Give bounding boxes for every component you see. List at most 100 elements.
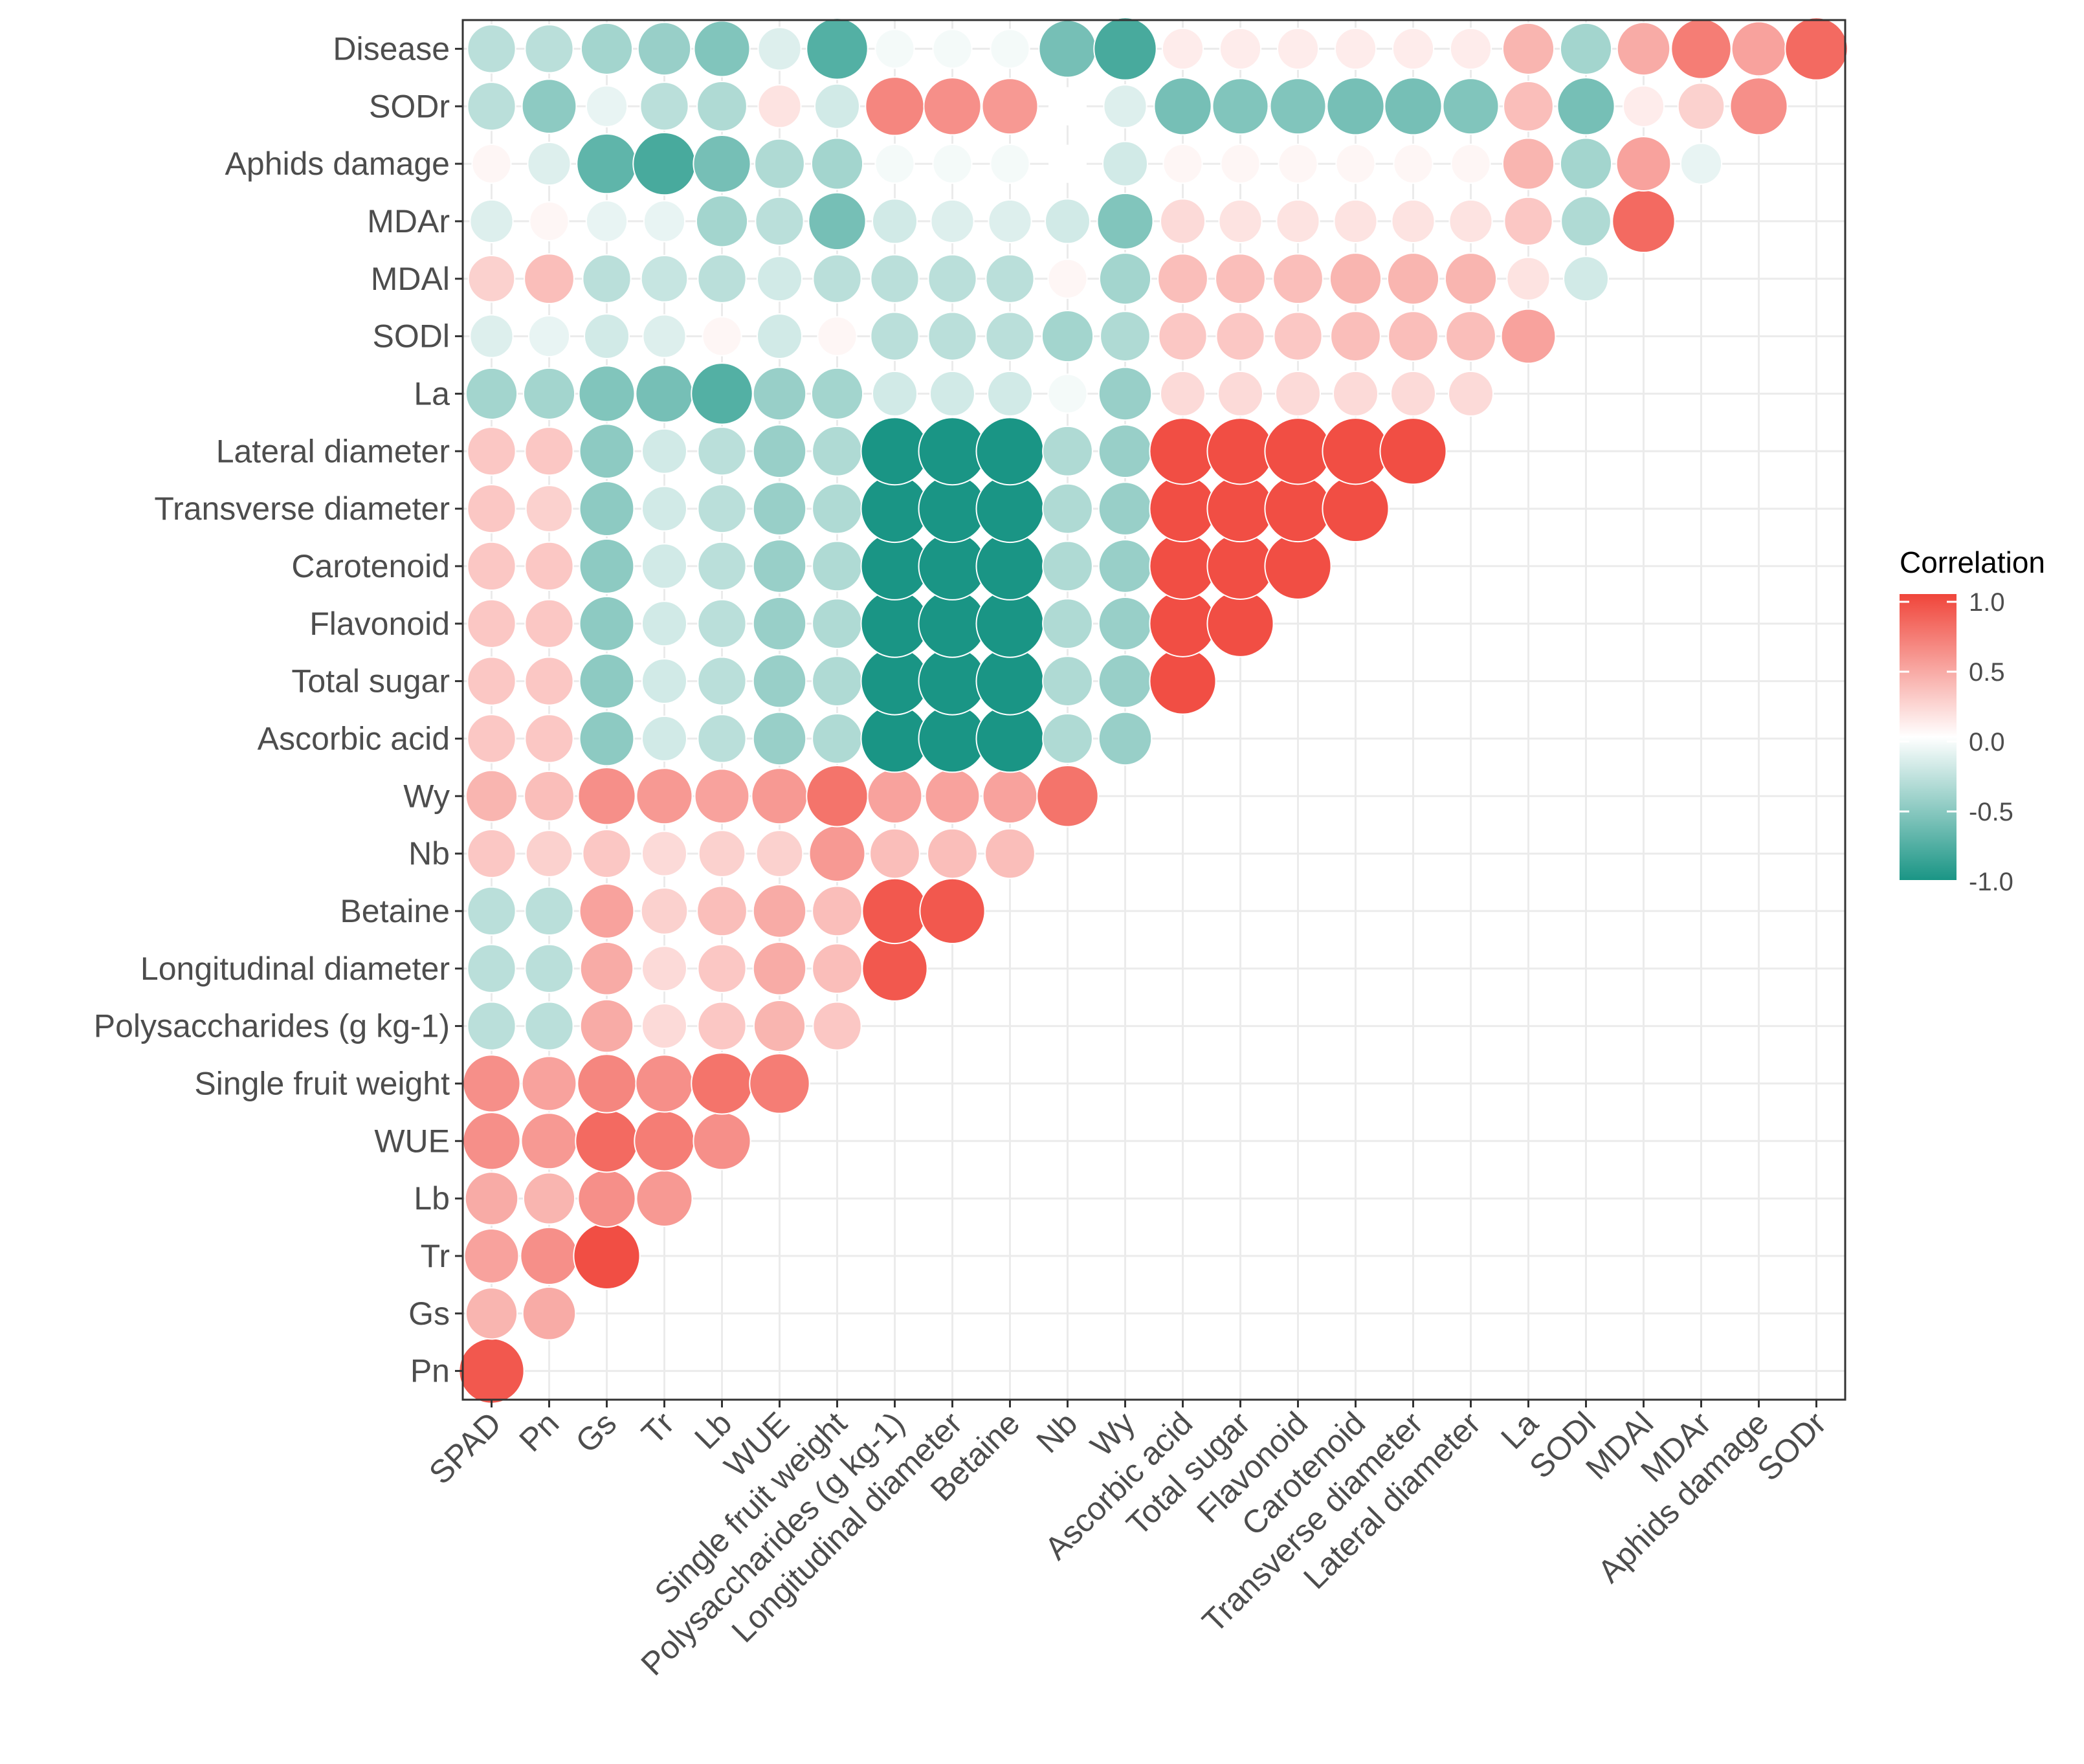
corr-circle-total-sugar-gs [579,653,635,709]
corr-circle-sodr-nb [1048,87,1087,126]
corr-circle-single-fruit-weight-lb [691,1052,753,1115]
corr-circle-wy-spad [465,769,518,822]
corr-circle-sodl-pn [527,314,571,358]
corr-circle-sodr-longitudinal-diameter [923,77,982,136]
corr-circle-total-sugar-single-fruit-weight [812,656,863,707]
corr-circle-aphids-damage-ascorbic-acid [1162,143,1203,184]
corr-circle-sodl-flavonoid [1273,311,1323,361]
corr-circle-la-pn [522,367,576,421]
corr-circle-wy-gs [577,767,636,826]
corr-circle-flavonoid-total-sugar [1206,590,1274,657]
corr-circle-mdal-flavonoid [1272,253,1324,305]
corr-circle-single-fruit-weight-wue [749,1053,810,1114]
corr-circle-sodr-sodl [1557,77,1615,136]
corr-circle-sodl-la [1500,308,1557,364]
corr-circle-sodr-total-sugar [1212,78,1269,135]
corr-circle-lateral-diameter-lb [697,426,747,476]
corr-circle-ascorbic-acid-gs [579,711,635,767]
legend-tick-label: 0.0 [1969,728,2005,756]
legend: Correlation 1.0 0.5 0.0 -0.5 -1.0 [1900,546,2045,896]
corr-circle-transverse-diameter-carotenoid [1322,475,1390,543]
corr-circle-mdal-sodl [1563,256,1609,302]
corr-circle-la-tr [635,364,694,423]
corr-circle-nb-spad [467,828,516,879]
corr-circle-disease-betaine [990,28,1030,69]
y-tick-label: Wy [403,778,450,814]
corr-circle-aphids-damage-mdar [1679,142,1723,185]
y-tick-label: Aphids damage [225,146,450,182]
corr-circle-flavonoid-single-fruit-weight [812,598,863,650]
corr-circle-flavonoid-nb [1042,598,1093,650]
corr-circle-mdar-transverse-diameter [1391,199,1436,244]
corr-circle-pn-spad [458,1338,525,1404]
corr-circle-mdar-flavonoid [1276,199,1320,244]
corr-circle-aphids-damage-carotenoid [1335,143,1376,184]
corr-circle-mdal-longitudinal-diameter [927,254,977,303]
corr-circle-mdal-transverse-diameter [1386,252,1440,305]
corr-circle-wy-single-fruit-weight [806,765,869,828]
corr-circle-tr-spad [463,1228,520,1284]
corr-circle-aphids-damage-polysaccharides-g-kg-1- [874,143,915,184]
corr-circle-flavonoid-tr [641,601,687,647]
corr-circle-disease-wue [757,27,802,71]
corr-circle-lateral-diameter-spad [467,426,516,476]
corr-circle-la-carotenoid [1333,370,1379,417]
corr-circle-la-transverse-diameter [1390,370,1436,417]
corr-circle-ascorbic-acid-wue [752,711,807,766]
corr-circle-disease-transverse-diameter [1391,27,1435,71]
corr-circle-flavonoid-ascorbic-acid [1149,590,1217,657]
corr-circle-sodl-lb [702,316,742,357]
corr-circle-ascorbic-acid-single-fruit-weight [812,713,863,764]
corr-circle-mdal-wy [1098,252,1152,305]
corr-circle-total-sugar-wy [1098,654,1153,709]
corr-circle-wy-lb [694,768,750,824]
corr-circle-total-sugar-pn [524,656,574,706]
corr-circle-lateral-diameter-nb [1042,425,1093,477]
corr-circle-la-total-sugar [1217,370,1263,417]
corr-circle-mdar-pn [529,201,570,242]
y-tick-label: Flavonoid [309,606,450,642]
y-tick-label: Pn [410,1353,450,1389]
corr-circle-disease-la [1502,22,1555,76]
corr-circle-aphids-damage-wue [754,138,805,190]
corr-circle-sodl-single-fruit-weight [817,316,858,357]
corr-circle-aphids-damage-nb [1048,144,1087,183]
corr-circle-sodl-lateral-diameter [1445,311,1496,362]
corr-circle-longitudinal-diameter-spad [467,943,516,993]
corr-circle-mdal-tr [640,254,689,303]
corr-circle-lateral-diameter-tr [641,428,687,474]
corr-circle-disease-sodl [1559,22,1613,76]
corr-circle-carotenoid-tr [641,543,687,590]
corr-circle-sodl-betaine [985,311,1035,361]
corr-circle-aphids-damage-wy [1102,140,1148,187]
corr-circle-aphids-damage-transverse-diameter [1393,143,1434,184]
corr-circle-sodl-polysaccharides-g-kg-1- [870,311,920,361]
corr-circle-disease-lateral-diameter [1449,27,1492,71]
corr-circle-disease-wy [1093,17,1157,81]
corr-circle-betaine-lb [696,885,748,937]
legend-tick-label: -1.0 [1969,868,2013,896]
corr-circle-transverse-diameter-flavonoid [1264,475,1332,543]
corr-circle-polysaccharides-g-kg-1--wue [753,999,806,1053]
corr-circle-single-fruit-weight-spad [462,1054,521,1113]
corr-circle-disease-nb [1038,19,1097,78]
corr-circle-sodl-tr [642,314,687,358]
corr-circle-carotenoid-lb [697,541,747,591]
corr-circle-nb-single-fruit-weight [808,825,866,883]
corr-circle-polysaccharides-g-kg-1--gs [579,998,634,1053]
corr-circle-disease-pn [524,24,574,74]
corr-circle-transverse-diameter-pn [525,485,573,533]
corr-circle-flavonoid-spad [467,599,516,648]
corr-circle-aphids-damage-lb [693,134,751,193]
corr-circle-sodr-pn [521,78,577,135]
corr-circle-ascorbic-acid-spad [467,714,516,764]
y-tick-label: Gs [408,1295,450,1332]
corr-circle-wy-polysaccharides-g-kg-1- [867,768,923,824]
corr-circle-la-betaine [987,370,1033,417]
corr-circle-sodl-nb [1041,309,1094,363]
corr-circle-lb-spad [464,1171,519,1226]
corr-circle-mdar-betaine [988,199,1032,244]
corr-circle-flavonoid-lb [697,599,747,648]
corr-circle-sodl-wue [757,313,803,360]
x-tick-label: Pn [512,1405,566,1459]
